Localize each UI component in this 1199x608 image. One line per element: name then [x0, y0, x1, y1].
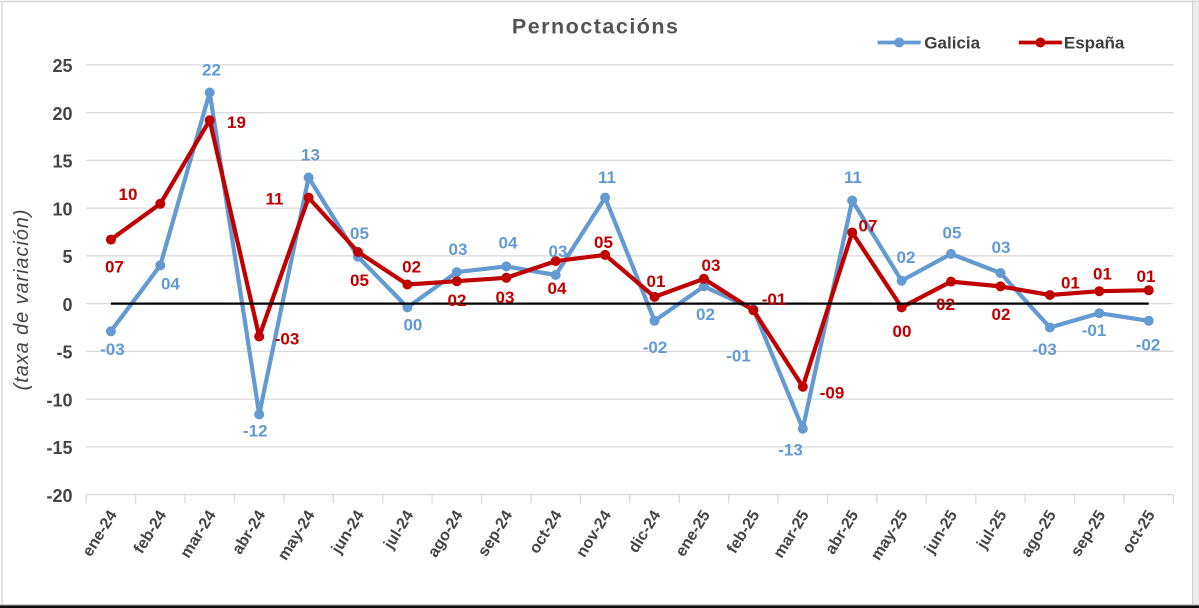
svg-text:-20: -20 [46, 486, 72, 506]
svg-text:-03: -03 [1032, 340, 1057, 359]
svg-text:-01: -01 [762, 290, 787, 309]
svg-text:19: 19 [227, 113, 246, 132]
svg-text:-01: -01 [1082, 321, 1107, 340]
svg-text:03: 03 [449, 240, 468, 259]
svg-text:02: 02 [992, 305, 1011, 324]
svg-text:03: 03 [549, 242, 568, 261]
svg-text:03: 03 [496, 288, 515, 307]
svg-text:-03: -03 [275, 329, 300, 348]
svg-text:-02: -02 [643, 338, 668, 357]
svg-text:05: 05 [594, 233, 613, 252]
svg-text:-13: -13 [778, 440, 803, 459]
svg-text:Pernoctacións: Pernoctacións [512, 15, 680, 39]
svg-text:03: 03 [702, 256, 721, 275]
svg-text:05: 05 [943, 224, 962, 243]
svg-text:11: 11 [844, 168, 862, 187]
svg-text:-12: -12 [243, 422, 268, 441]
svg-text:00: 00 [403, 315, 422, 334]
svg-text:11: 11 [266, 190, 284, 209]
svg-text:07: 07 [859, 216, 878, 235]
svg-text:02: 02 [402, 257, 421, 276]
svg-text:02: 02 [897, 248, 916, 267]
svg-text:00: 00 [893, 322, 912, 341]
svg-text:20: 20 [52, 104, 72, 124]
svg-text:5: 5 [62, 247, 72, 267]
svg-text:04: 04 [161, 275, 180, 294]
svg-text:-10: -10 [46, 390, 72, 410]
svg-text:04: 04 [548, 279, 567, 298]
svg-text:05: 05 [350, 271, 369, 290]
svg-text:07: 07 [105, 257, 124, 276]
svg-text:10: 10 [119, 185, 138, 204]
svg-text:01: 01 [1061, 273, 1080, 292]
svg-text:España: España [1064, 34, 1125, 53]
svg-text:01: 01 [1093, 265, 1112, 284]
svg-text:-03: -03 [100, 340, 125, 359]
svg-text:05: 05 [350, 224, 369, 243]
svg-text:02: 02 [448, 291, 467, 310]
svg-text:0: 0 [62, 295, 72, 315]
svg-text:02: 02 [696, 305, 715, 324]
svg-text:15: 15 [52, 152, 72, 172]
svg-text:(taxa de variación): (taxa de variación) [11, 209, 33, 391]
svg-text:-01: -01 [726, 347, 751, 366]
svg-text:02: 02 [936, 295, 955, 314]
svg-text:13: 13 [301, 146, 320, 165]
svg-text:11: 11 [598, 168, 616, 187]
svg-text:01: 01 [647, 272, 666, 291]
svg-text:10: 10 [52, 199, 72, 219]
svg-text:03: 03 [992, 238, 1011, 257]
svg-text:Galicia: Galicia [924, 34, 980, 53]
svg-text:-09: -09 [820, 384, 845, 403]
svg-text:-15: -15 [46, 438, 72, 458]
svg-text:-02: -02 [1136, 336, 1161, 355]
svg-text:01: 01 [1137, 267, 1156, 286]
svg-text:22: 22 [202, 60, 221, 79]
svg-text:04: 04 [499, 234, 518, 253]
svg-text:25: 25 [52, 56, 72, 76]
svg-text:-5: -5 [56, 343, 72, 363]
